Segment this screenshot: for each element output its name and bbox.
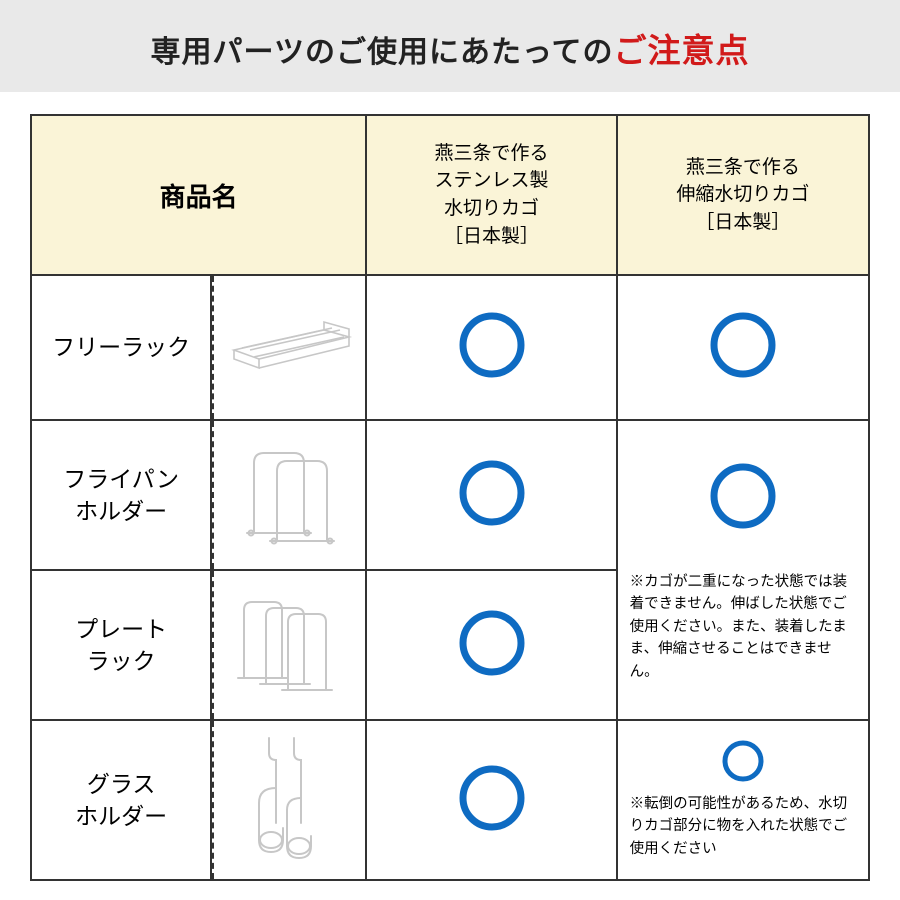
ok-circle-icon [457, 458, 527, 528]
row4-col1-mark [366, 720, 616, 880]
frypan-holder-icon [229, 433, 349, 553]
row4-circle-wrap [630, 738, 856, 789]
row2-col1-mark [366, 420, 616, 570]
th-col2: 燕三条で作る 伸縮水切りカゴ ［日本製］ [617, 115, 869, 275]
row1-label: フリーラック [31, 275, 211, 420]
th-product-name: 商品名 [31, 115, 366, 275]
th-col1: 燕三条で作る ステンレス製 水切りカゴ ［日本製］ [366, 115, 616, 275]
ok-circle-icon [708, 461, 778, 531]
ok-circle-icon [457, 608, 527, 678]
row4-label: グラス ホルダー [31, 720, 211, 880]
ok-circle-small-icon [720, 738, 766, 784]
row4-col2-cell: ※転倒の可能性があるため、水切りカゴ部分に物を入れた状態でご使用ください [617, 720, 869, 880]
row3-image [211, 570, 366, 720]
header-banner: 専用パーツのご使用にあたってのご注意点 [0, 0, 900, 92]
table-header-row: 商品名 燕三条で作る ステンレス製 水切りカゴ ［日本製］ 燕三条で作る 伸縮水… [31, 115, 869, 275]
row23-col2-merged: ※カゴが二重になった状態では装着できません。伸ばした状態でご使用ください。また、… [617, 420, 869, 720]
row3-col1-mark [366, 570, 616, 720]
th-col2-text: 燕三条で作る 伸縮水切りカゴ ［日本製］ [676, 157, 809, 233]
ok-circle-icon [457, 763, 527, 833]
free-rack-icon [224, 315, 354, 375]
header-emphasis: ご注意点 [613, 32, 749, 69]
merged-circle-wrap [630, 461, 856, 536]
row2-label: フライパン ホルダー [31, 420, 211, 570]
th-col1-text: 燕三条で作る ステンレス製 水切りカゴ ［日本製］ [435, 143, 549, 247]
row4-image [211, 720, 366, 880]
row1-image [211, 275, 366, 420]
row3-label: プレート ラック [31, 570, 211, 720]
row4-note-text: ※転倒の可能性があるため、水切りカゴ部分に物を入れた状態でご使用ください [630, 793, 856, 860]
ok-circle-icon [708, 310, 778, 380]
compatibility-table: 商品名 燕三条で作る ステンレス製 水切りカゴ ［日本製］ 燕三条で作る 伸縮水… [30, 114, 870, 881]
row1-col1-mark [366, 275, 616, 420]
header-prefix: 専用パーツのご使用にあたっての [151, 36, 614, 69]
row1-col2-mark [617, 275, 869, 420]
row23-note-text: ※カゴが二重になった状態では装着できません。伸ばした状態でご使用ください。また、… [630, 571, 856, 683]
table-row: フライパン ホルダー ※カゴが二重になった状態では装着できません。伸ばした状態で… [31, 420, 869, 570]
plate-rack-icon [226, 580, 351, 705]
table-row: グラス ホルダー ※転倒の可能性があるため、水切りカゴ部分に物を入れた状態でご使… [31, 720, 869, 880]
table-row: フリーラック [31, 275, 869, 420]
glass-holder-icon [239, 728, 339, 868]
ok-circle-icon [457, 310, 527, 380]
row2-image [211, 420, 366, 570]
